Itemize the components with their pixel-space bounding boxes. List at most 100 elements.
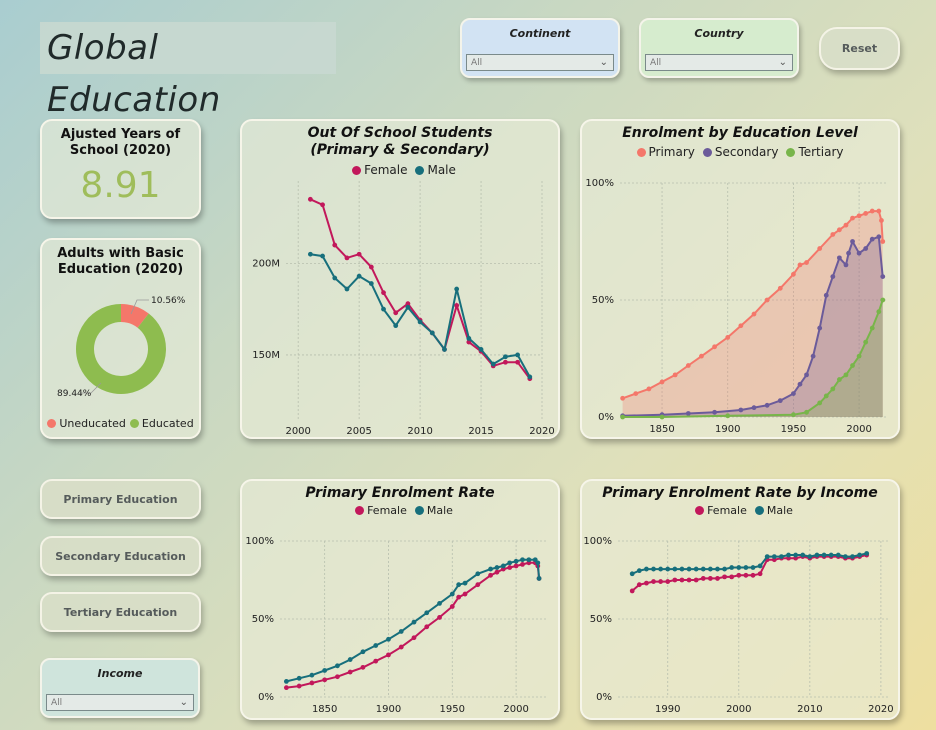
legend-dot [695,506,705,515]
reset-button[interactable]: Reset [819,27,900,70]
data-point [651,579,656,584]
y-tick-label: 0% [596,692,612,703]
data-point [876,234,882,240]
data-point [879,218,884,223]
data-point [515,352,521,358]
primary-education-button[interactable]: Primary Education [40,479,201,519]
out-of-school-chart: 2000 2005 2010 2015 2020 150M 200M [252,181,555,437]
series-area-secondary [622,236,883,417]
y-tick-label: 150M [252,350,280,361]
data-point [398,644,404,650]
data-point [757,571,763,577]
data-point [729,565,735,570]
legend-dot [636,148,646,157]
x-tick-label: 1850 [649,424,674,435]
data-point [520,562,525,567]
data-point [856,353,862,359]
continent-label: Continent [509,27,571,40]
primary-rate-legend: Female Male [242,504,558,517]
data-point [386,636,391,642]
kpi-label: Ajusted Years of School (2020) [60,127,181,158]
data-point [386,652,391,658]
data-point [791,271,796,277]
data-point [520,557,525,563]
legend-label: Tertiary [798,145,844,159]
data-point [817,400,823,406]
data-point [283,679,289,684]
secondary-education-button[interactable]: Secondary Education [40,536,201,576]
data-point [332,275,338,281]
out-of-school-title: Out Of School Students (Primary & Second… [307,125,493,158]
dashboard-title: Global Education [40,22,336,120]
data-point [777,398,783,404]
data-point [309,680,315,686]
x-tick-label: 2000 [285,426,310,437]
data-point [462,591,468,597]
data-point [360,649,366,655]
out-of-school-legend: Female Male [242,163,558,177]
continent-slicer[interactable]: Continent All ⌄ [460,18,620,78]
donut-label-uneducated: 10.56% [151,296,186,306]
data-point [368,281,374,286]
tertiary-education-button[interactable]: Tertiary Education [40,592,201,632]
income-dropdown[interactable]: All ⌄ [46,694,194,711]
series-line-tertiary [622,299,884,418]
data-point [712,344,717,350]
donut-label-educated: 89.44% [57,389,92,399]
income-label: Income [97,667,143,680]
country-slicer[interactable]: Country All ⌄ [639,18,799,78]
data-point [686,577,692,583]
data-point [373,643,379,648]
x-tick-label: 1850 [312,704,337,715]
data-point [850,239,855,244]
data-point [693,577,699,583]
y-tick-label: 200M [252,258,280,269]
data-point [527,374,533,380]
y-tick-label: 0% [598,412,614,423]
data-point [475,582,481,588]
data-point [869,325,875,331]
data-point [715,566,720,572]
continent-dropdown[interactable]: All ⌄ [466,54,614,71]
data-point [344,286,350,292]
donut-legend: Uneducated Educated [42,417,199,430]
chevron-down-icon: ⌄ [179,697,188,708]
data-point [738,407,744,413]
data-point [738,323,744,329]
data-point [821,552,827,558]
data-point [850,554,855,559]
data-point [722,574,727,580]
data-point [665,579,671,584]
data-point [405,304,411,310]
data-point [368,264,374,270]
data-point [880,297,886,303]
donut-slice-uneducated [120,304,149,329]
data-point [456,594,462,600]
data-point [856,213,862,219]
data-point [503,354,508,360]
data-point [659,379,665,385]
x-tick-label: 1990 [655,704,680,715]
data-point [823,292,829,298]
country-dropdown[interactable]: All ⌄ [645,54,793,71]
kpi-value: 8.91 [80,165,161,206]
data-point [771,554,777,559]
data-point [296,683,302,689]
data-point [494,569,500,575]
data-point [830,274,836,279]
data-point [454,303,460,308]
legend-label: Male [766,504,793,517]
income-slicer[interactable]: Income All ⌄ [40,658,200,718]
y-tick-label: 100% [585,178,614,189]
data-point [764,554,770,559]
x-tick-label: 2010 [797,704,822,715]
data-point [381,290,386,296]
chevron-down-icon: ⌄ [778,57,787,68]
data-point [843,222,849,228]
donut-title: Adults with Basic Education (2020) [57,246,184,277]
data-point [751,311,757,317]
y-tick-label: 50% [592,295,614,306]
legend-dot [754,506,764,515]
legend-dot [355,506,365,515]
y-tick-label: 50% [252,614,274,625]
